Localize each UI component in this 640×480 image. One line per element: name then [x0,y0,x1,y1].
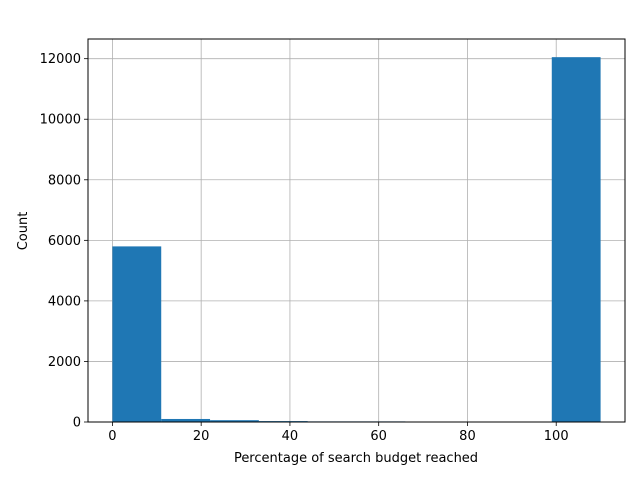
x-axis-label: Percentage of search budget reached [234,451,478,466]
grid [88,39,625,423]
y-axis-label: Count [16,212,31,251]
histogram-bar [551,57,601,422]
histogram-bar [210,420,259,422]
y-tick-label: 0 [73,416,81,431]
histogram-bars [112,57,601,422]
y-tick-label: 8000 [48,173,81,188]
x-tick-label: 60 [370,429,387,444]
y-tick-label: 10000 [40,113,81,128]
histogram-bar [161,418,211,422]
y-tick-label: 12000 [40,52,81,67]
histogram-bar [112,246,162,422]
y-tick-label: 4000 [48,294,81,309]
y-axis-ticks: 0 2000 4000 6000 8000 10000 12000 [40,52,88,431]
y-tick-label: 2000 [48,355,81,370]
x-tick-label: 20 [193,429,210,444]
x-tick-label: 80 [459,429,476,444]
plot-frame [87,38,626,423]
x-tick-label: 100 [544,429,569,444]
x-tick-label: 0 [108,429,116,444]
x-axis-ticks: 0 20 40 60 80 100 [108,422,569,444]
x-tick-label: 40 [282,429,299,444]
y-tick-label: 6000 [48,234,81,249]
